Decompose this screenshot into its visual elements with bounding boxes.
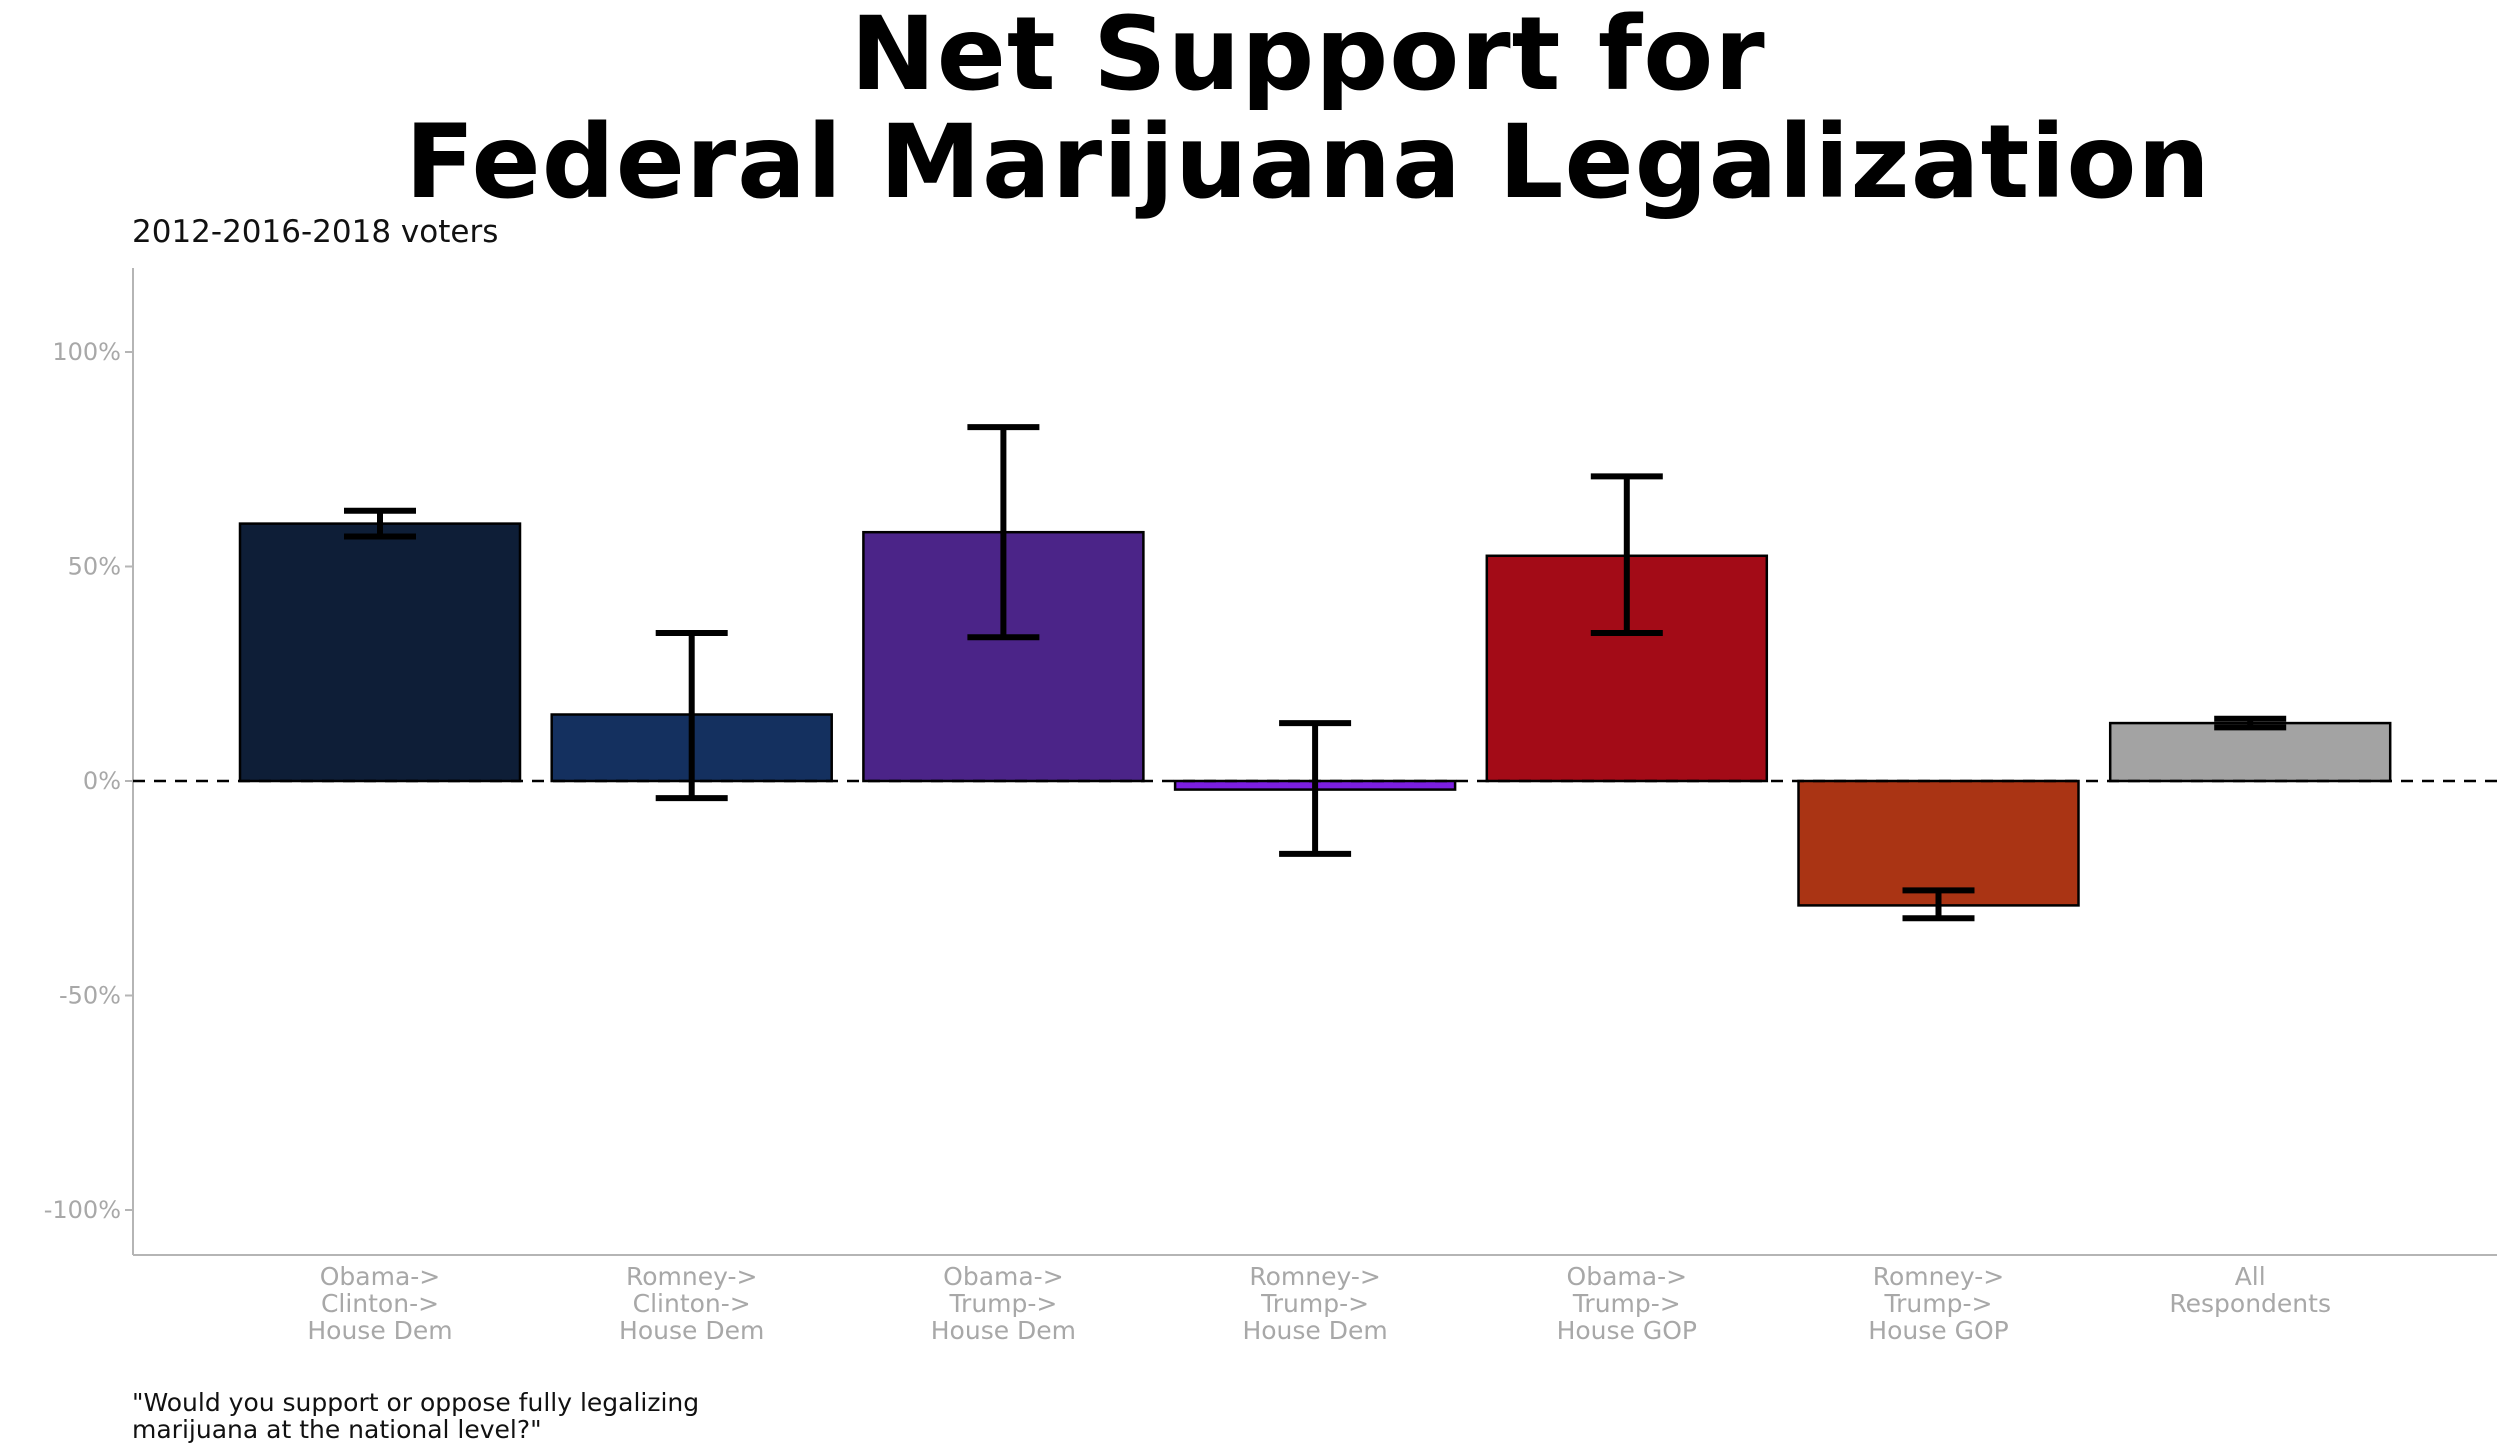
- error-bar: [2214, 715, 2287, 731]
- x-category-label-line: Obama->: [943, 1262, 1064, 1291]
- error-bar: [344, 507, 416, 540]
- x-category-label-line: Obama->: [320, 1262, 441, 1291]
- labels-layer: 100%50%0%-50%-100%Obama-> Clinton-> House …: [44, 338, 2331, 1345]
- y-tick-label: 50%: [68, 553, 121, 581]
- axes-layer: [125, 268, 2497, 1256]
- x-category-label-line: House Dem: [307, 1316, 452, 1345]
- error-bars-layer: [344, 424, 2287, 922]
- x-category-label: Romney-> Trump-> House GOP: [1868, 1262, 2008, 1345]
- chart-title-line-2: Federal Marijuana Legalization: [404, 103, 2212, 222]
- bar: [1797, 779, 2080, 907]
- error-bar: [1590, 473, 1663, 636]
- error-bar: [967, 424, 1040, 641]
- x-category-label-line: House Dem: [931, 1316, 1076, 1345]
- x-category-label: Romney-> Trump-> House Dem: [1242, 1262, 1387, 1345]
- x-category-label-line: House GOP: [1557, 1316, 1697, 1345]
- x-category-label-line: Respondents: [2169, 1289, 2331, 1318]
- x-category-label-line: Romney->: [1873, 1262, 2004, 1291]
- x-category-label-line: House Dem: [1242, 1316, 1387, 1345]
- error-bar: [1902, 887, 1975, 922]
- y-tick-label: 0%: [83, 767, 121, 795]
- x-category-label: Obama-> Clinton-> House Dem: [307, 1262, 452, 1345]
- chart-subtitle: 2012-2016-2018 voters: [132, 214, 499, 250]
- x-category-label-line: Obama->: [1567, 1262, 1688, 1291]
- y-tick-label: -50%: [59, 982, 121, 1010]
- bar: [238, 522, 522, 783]
- chart-title-line-1: Net Support for: [850, 0, 1766, 114]
- y-tick-label: 100%: [52, 338, 121, 366]
- x-category-label-line: Clinton->: [633, 1289, 751, 1318]
- x-category-label-line: House GOP: [1868, 1316, 2008, 1345]
- x-category-label: All Respondents: [2169, 1262, 2331, 1318]
- x-category-label-line: Trump->: [948, 1289, 1057, 1318]
- x-category-label-line: Romney->: [1249, 1262, 1380, 1291]
- x-category-label-line: Clinton->: [321, 1289, 439, 1318]
- chart-caption: "Would you support or oppose fully legal…: [132, 1389, 699, 1443]
- x-category-label-line: Trump->: [1572, 1289, 1681, 1318]
- x-category-label-line: Trump->: [1884, 1289, 1993, 1318]
- error-bar: [1279, 720, 1352, 857]
- x-category-label-line: Trump->: [1260, 1289, 1369, 1318]
- x-category-label: Obama-> Trump-> House GOP: [1557, 1262, 1697, 1345]
- x-category-label: Obama-> Trump-> House Dem: [931, 1262, 1076, 1345]
- caption-line-1: "Would you support or oppose fully legal…: [132, 1388, 700, 1417]
- x-category-label-line: All: [2235, 1262, 2266, 1291]
- bar: [2108, 721, 2392, 783]
- x-category-label-line: Romney->: [626, 1262, 757, 1291]
- error-bar: [655, 629, 728, 802]
- x-category-label-line: House Dem: [619, 1316, 764, 1345]
- y-tick-label: -100%: [44, 1196, 121, 1224]
- x-category-label: Romney-> Clinton-> House Dem: [619, 1262, 764, 1345]
- caption-line-2: marijuana at the national level?": [132, 1415, 542, 1444]
